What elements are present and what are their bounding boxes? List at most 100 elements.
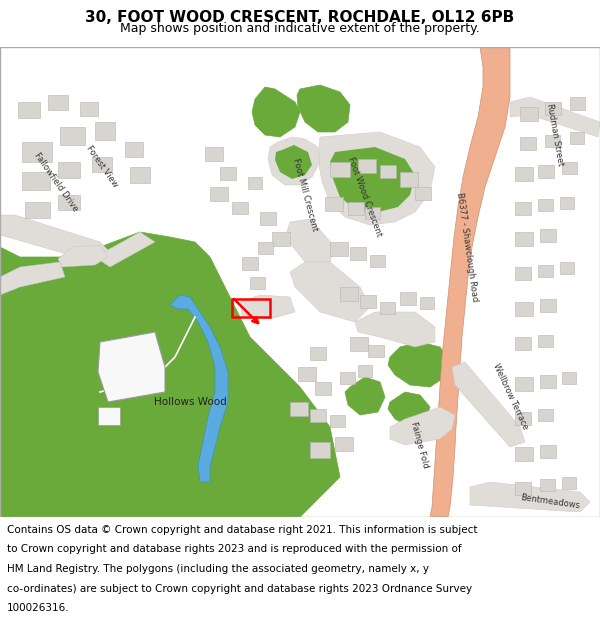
Polygon shape: [330, 147, 415, 212]
Bar: [210, 187, 228, 201]
Bar: [260, 212, 276, 225]
Bar: [400, 172, 418, 187]
Bar: [315, 382, 331, 395]
Bar: [515, 412, 531, 425]
Polygon shape: [290, 262, 370, 322]
Bar: [350, 337, 368, 351]
Polygon shape: [275, 145, 312, 179]
Bar: [370, 255, 385, 267]
Bar: [538, 335, 553, 347]
Polygon shape: [252, 87, 300, 137]
Bar: [562, 162, 577, 174]
Text: Fainge Fold: Fainge Fold: [409, 421, 431, 469]
Bar: [538, 265, 553, 277]
Bar: [335, 437, 353, 451]
Bar: [545, 135, 560, 147]
Bar: [540, 375, 556, 388]
Polygon shape: [510, 97, 600, 137]
Bar: [540, 299, 556, 312]
Bar: [515, 267, 531, 280]
Bar: [18, 102, 40, 118]
Polygon shape: [388, 342, 450, 387]
Bar: [290, 402, 308, 416]
Text: Rudman Street: Rudman Street: [545, 103, 565, 167]
Bar: [515, 167, 533, 181]
Bar: [540, 479, 555, 491]
Bar: [205, 147, 223, 161]
Bar: [250, 277, 265, 289]
Bar: [368, 345, 384, 357]
Bar: [242, 257, 258, 270]
Bar: [560, 262, 574, 274]
Bar: [562, 477, 576, 489]
Text: Fallowfield Drive: Fallowfield Drive: [32, 151, 80, 213]
Bar: [415, 187, 431, 200]
Bar: [325, 197, 343, 211]
Bar: [515, 302, 533, 316]
Bar: [515, 482, 531, 495]
Polygon shape: [58, 245, 108, 267]
Polygon shape: [285, 219, 335, 262]
Bar: [520, 137, 536, 150]
Polygon shape: [0, 215, 110, 262]
Bar: [258, 242, 273, 254]
Text: Contains OS data © Crown copyright and database right 2021. This information is : Contains OS data © Crown copyright and d…: [7, 525, 478, 535]
Text: Map shows position and indicative extent of the property.: Map shows position and indicative extent…: [120, 22, 480, 35]
Bar: [92, 157, 112, 172]
Bar: [330, 162, 350, 177]
Polygon shape: [0, 232, 340, 517]
Bar: [310, 409, 326, 422]
Polygon shape: [345, 377, 385, 415]
Bar: [570, 97, 585, 110]
Text: 30, FOOT WOOD CRESCENT, ROCHDALE, OL12 6PB: 30, FOOT WOOD CRESCENT, ROCHDALE, OL12 6…: [85, 11, 515, 26]
Polygon shape: [470, 482, 590, 512]
Bar: [380, 165, 396, 178]
Bar: [538, 409, 553, 421]
Bar: [310, 347, 326, 360]
Bar: [330, 415, 345, 427]
Bar: [232, 202, 248, 214]
Bar: [420, 297, 434, 309]
Bar: [515, 377, 533, 391]
Bar: [330, 242, 348, 256]
Bar: [98, 407, 120, 425]
Bar: [340, 372, 355, 384]
Text: B6377 - Shawclough Road: B6377 - Shawclough Road: [455, 192, 479, 302]
Bar: [130, 167, 150, 183]
Bar: [272, 232, 290, 246]
Text: 100026316.: 100026316.: [7, 603, 70, 613]
Bar: [538, 199, 553, 211]
Bar: [58, 195, 80, 210]
Polygon shape: [430, 47, 510, 517]
Bar: [540, 445, 556, 458]
Bar: [365, 207, 380, 219]
Bar: [358, 159, 376, 173]
Text: Foot Wood Crescent: Foot Wood Crescent: [346, 156, 383, 238]
Polygon shape: [390, 407, 455, 445]
Text: Hollows Wood: Hollows Wood: [154, 397, 226, 407]
Polygon shape: [240, 295, 295, 319]
Bar: [540, 229, 556, 242]
Bar: [515, 337, 531, 350]
Bar: [515, 202, 531, 215]
Text: HM Land Registry. The polygons (including the associated geometry, namely x, y: HM Land Registry. The polygons (includin…: [7, 564, 429, 574]
Polygon shape: [170, 295, 228, 482]
Polygon shape: [95, 232, 155, 267]
Bar: [560, 197, 574, 209]
Bar: [340, 287, 358, 301]
Polygon shape: [355, 312, 435, 347]
Bar: [95, 122, 115, 140]
Polygon shape: [297, 85, 350, 132]
Bar: [60, 127, 85, 145]
Bar: [22, 172, 50, 190]
Text: to Crown copyright and database rights 2023 and is reproduced with the permissio: to Crown copyright and database rights 2…: [7, 544, 462, 554]
Bar: [515, 232, 533, 246]
Bar: [125, 142, 143, 157]
Bar: [400, 292, 416, 305]
Text: co-ordinates) are subject to Crown copyright and database rights 2023 Ordnance S: co-ordinates) are subject to Crown copyr…: [7, 584, 472, 594]
Polygon shape: [452, 362, 525, 447]
Bar: [58, 162, 80, 178]
Bar: [22, 142, 52, 162]
Text: Bentmeadows: Bentmeadows: [520, 493, 580, 511]
Bar: [360, 295, 376, 308]
